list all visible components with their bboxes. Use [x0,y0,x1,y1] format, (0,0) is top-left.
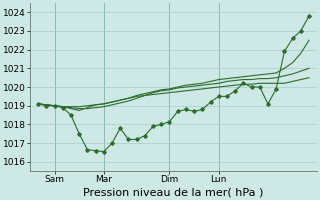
X-axis label: Pression niveau de la mer( hPa ): Pression niveau de la mer( hPa ) [84,187,264,197]
